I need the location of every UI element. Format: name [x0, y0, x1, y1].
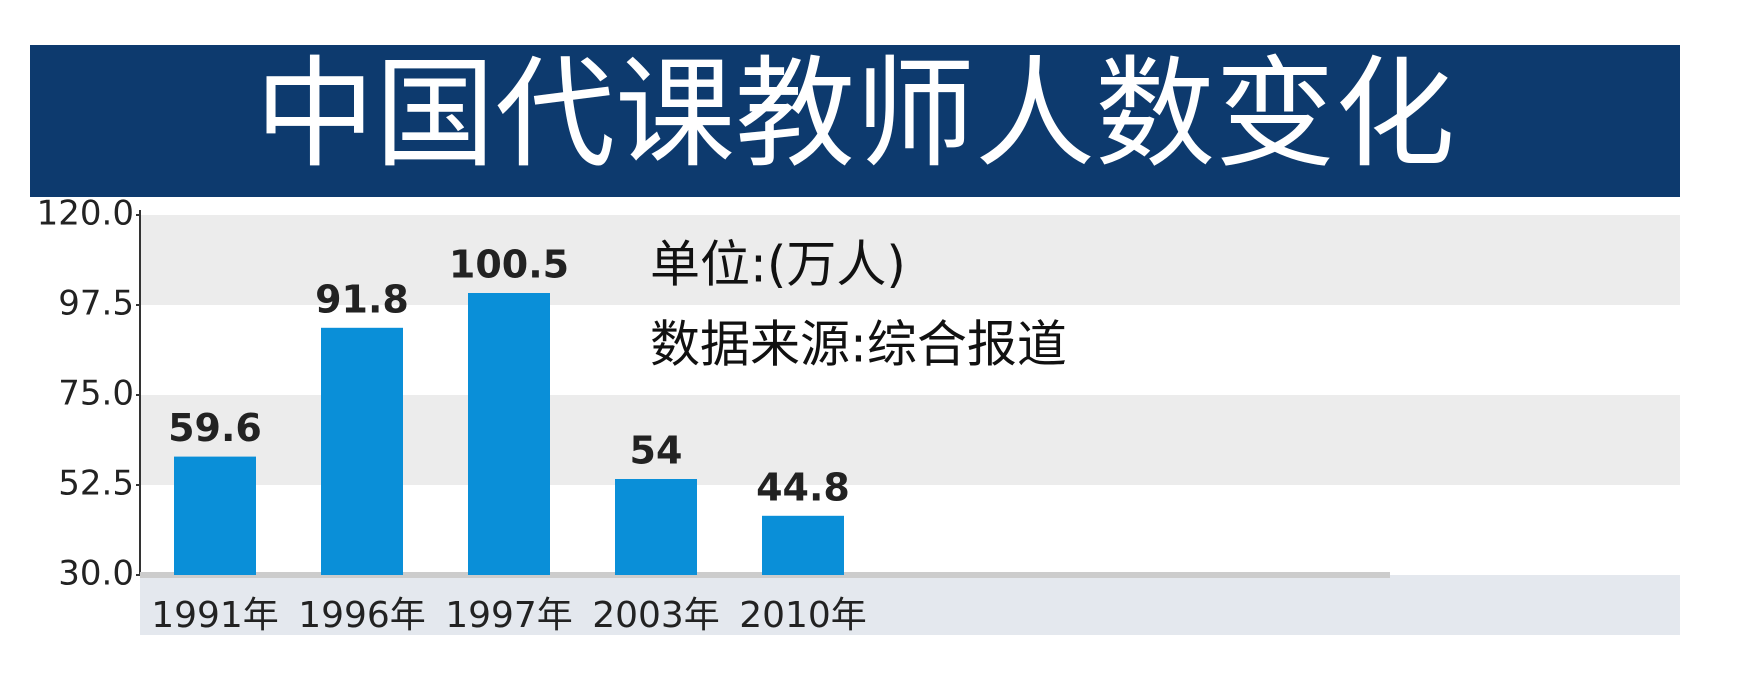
value-label: 54 — [630, 429, 683, 473]
bar — [615, 479, 697, 575]
title-banner — [30, 45, 1680, 197]
annotation: 单位:(万人) — [650, 236, 906, 294]
annotation: 数据来源:综合报道 — [650, 316, 1067, 374]
bar — [321, 327, 403, 575]
grid-band — [140, 215, 1680, 305]
x-tick-label: 1997年 — [445, 595, 573, 636]
x-tick-label: 2003年 — [592, 595, 720, 636]
bar — [762, 515, 844, 575]
plot: 30.0 52.5 75.0 97.5 120.0 1991年 59.6 1996年 91.8 1… — [37, 194, 1680, 636]
value-label: 44.8 — [756, 465, 850, 509]
y-tick-label: 97.5 — [58, 284, 134, 324]
chart-title: 中国代课教师人数变化 — [255, 46, 1455, 185]
y-tick-label: 30.0 — [58, 554, 134, 594]
x-tick-label: 1996年 — [298, 595, 426, 636]
value-label: 59.6 — [168, 406, 262, 450]
y-tick-label: 120.0 — [37, 194, 134, 234]
axis-strip — [140, 575, 1680, 635]
bar — [468, 293, 550, 575]
y-tick-label: 75.0 — [58, 374, 134, 414]
x-tick-label: 2010年 — [739, 595, 867, 636]
value-label: 91.8 — [315, 277, 409, 321]
bar — [174, 456, 256, 575]
x-tick-label: 1991年 — [151, 595, 279, 636]
value-label: 100.5 — [449, 243, 569, 287]
y-tick-label: 52.5 — [58, 464, 134, 504]
